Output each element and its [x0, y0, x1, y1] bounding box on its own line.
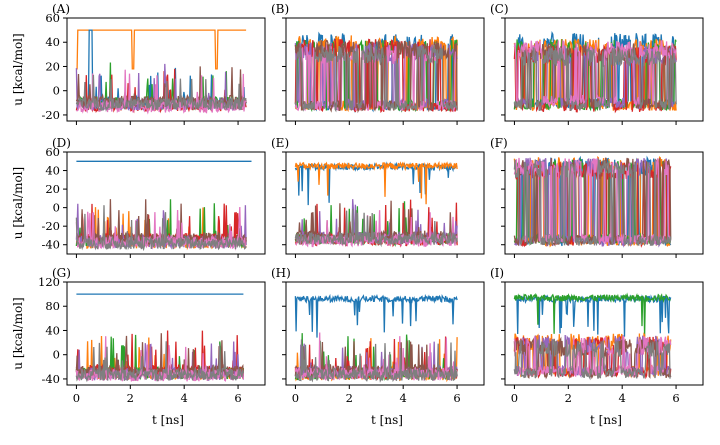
panel-f: (F) [490, 136, 704, 258]
plot-frame [504, 281, 704, 386]
y-tick-label: -20 [41, 219, 60, 233]
panel-label: (H) [271, 266, 291, 280]
x-axis-title-col-2: t [ns] [371, 413, 403, 427]
y-tick-label: -40 [41, 238, 60, 252]
y-tick-label: 40 [45, 35, 60, 49]
y-tick-label: 120 [38, 275, 60, 289]
plot-frame [285, 281, 485, 386]
series-pink [513, 335, 672, 378]
series-gray [294, 45, 458, 113]
x-tick-label: 2 [346, 391, 353, 405]
y-tick-label: 40 [45, 164, 60, 178]
x-tick-label: 0 [292, 391, 299, 405]
y-axis-title-row-3: u [kcal/mol] [11, 297, 25, 369]
series-gray [294, 339, 458, 383]
y-tick-label: 0 [53, 348, 60, 362]
panel-d: -40 -20 0 20 40 60(D) [41, 136, 266, 258]
series-green [513, 292, 671, 337]
series-gray [513, 45, 677, 112]
panel-label: (A) [52, 2, 70, 16]
x-tick-label: 6 [453, 391, 460, 405]
series-gray [294, 208, 458, 248]
y-tick-label: 20 [45, 182, 60, 196]
x-tick-label: 6 [672, 391, 679, 405]
series-gray [75, 74, 247, 112]
series-gray [513, 339, 671, 381]
panel-e: (E) [271, 136, 485, 258]
y-tick-label: 60 [45, 145, 60, 159]
y-tick-label: -40 [41, 372, 60, 386]
x-axis-title-col-3: t [ns] [590, 413, 622, 427]
x-axis-title-col-1: t [ns] [152, 413, 184, 427]
panel-label: (E) [271, 136, 289, 150]
y-tick-label: 80 [45, 299, 60, 313]
y-tick-label: 20 [45, 59, 60, 73]
y-axis-title-row-1: u [kcal/mol] [11, 33, 25, 105]
panel-g: 0 2 4 6 -40 0 40 80 120(G) [38, 266, 266, 405]
x-tick-label: 0 [73, 391, 80, 405]
panel-label: (G) [52, 266, 71, 280]
y-tick-label: 60 [45, 11, 60, 25]
panel-c: (C) [490, 2, 704, 125]
plot-frame [285, 17, 485, 122]
x-tick-label: 0 [511, 391, 518, 405]
axis-titles: u [kcal/mol] u [kcal/mol] u [kcal/mol] t… [11, 33, 622, 427]
x-tick-label: 2 [127, 391, 134, 405]
y-axis-title-row-2: u [kcal/mol] [11, 167, 25, 239]
y-tick-label: 40 [45, 323, 60, 337]
x-tick-label: 4 [181, 391, 188, 405]
series-pink [513, 39, 677, 109]
panel-label: (F) [490, 136, 508, 150]
x-tick-label: 4 [400, 391, 407, 405]
panel-h: 0 2 4 6 (H) [271, 266, 485, 405]
panel-b: (B) [271, 2, 485, 125]
panel-label: (I) [490, 266, 504, 280]
plot-frame [285, 151, 485, 255]
panel-a: -20 0 20 40 60(A) [41, 2, 266, 125]
plot-frame [66, 281, 266, 386]
panel-label: (D) [52, 136, 71, 150]
plot-frame [504, 151, 704, 255]
plot-frame [66, 17, 266, 122]
panel-label: (C) [490, 2, 509, 16]
series-gray [75, 341, 245, 383]
series-orange [294, 160, 458, 205]
y-tick-label: 0 [53, 84, 60, 98]
x-tick-label: 4 [619, 391, 626, 405]
y-tick-label: -20 [41, 108, 60, 122]
series-orange [76, 29, 247, 70]
panel-label: (B) [271, 2, 289, 16]
panel-i: 0 2 4 6 (I) [490, 266, 704, 405]
x-tick-label: 6 [234, 391, 241, 405]
plot-frame [504, 17, 704, 122]
y-tick-label: 0 [53, 201, 60, 215]
x-tick-label: 2 [565, 391, 572, 405]
series-blue [294, 293, 458, 338]
plot-frame [66, 151, 266, 255]
series-gray [75, 205, 247, 252]
series-gray [513, 158, 672, 247]
